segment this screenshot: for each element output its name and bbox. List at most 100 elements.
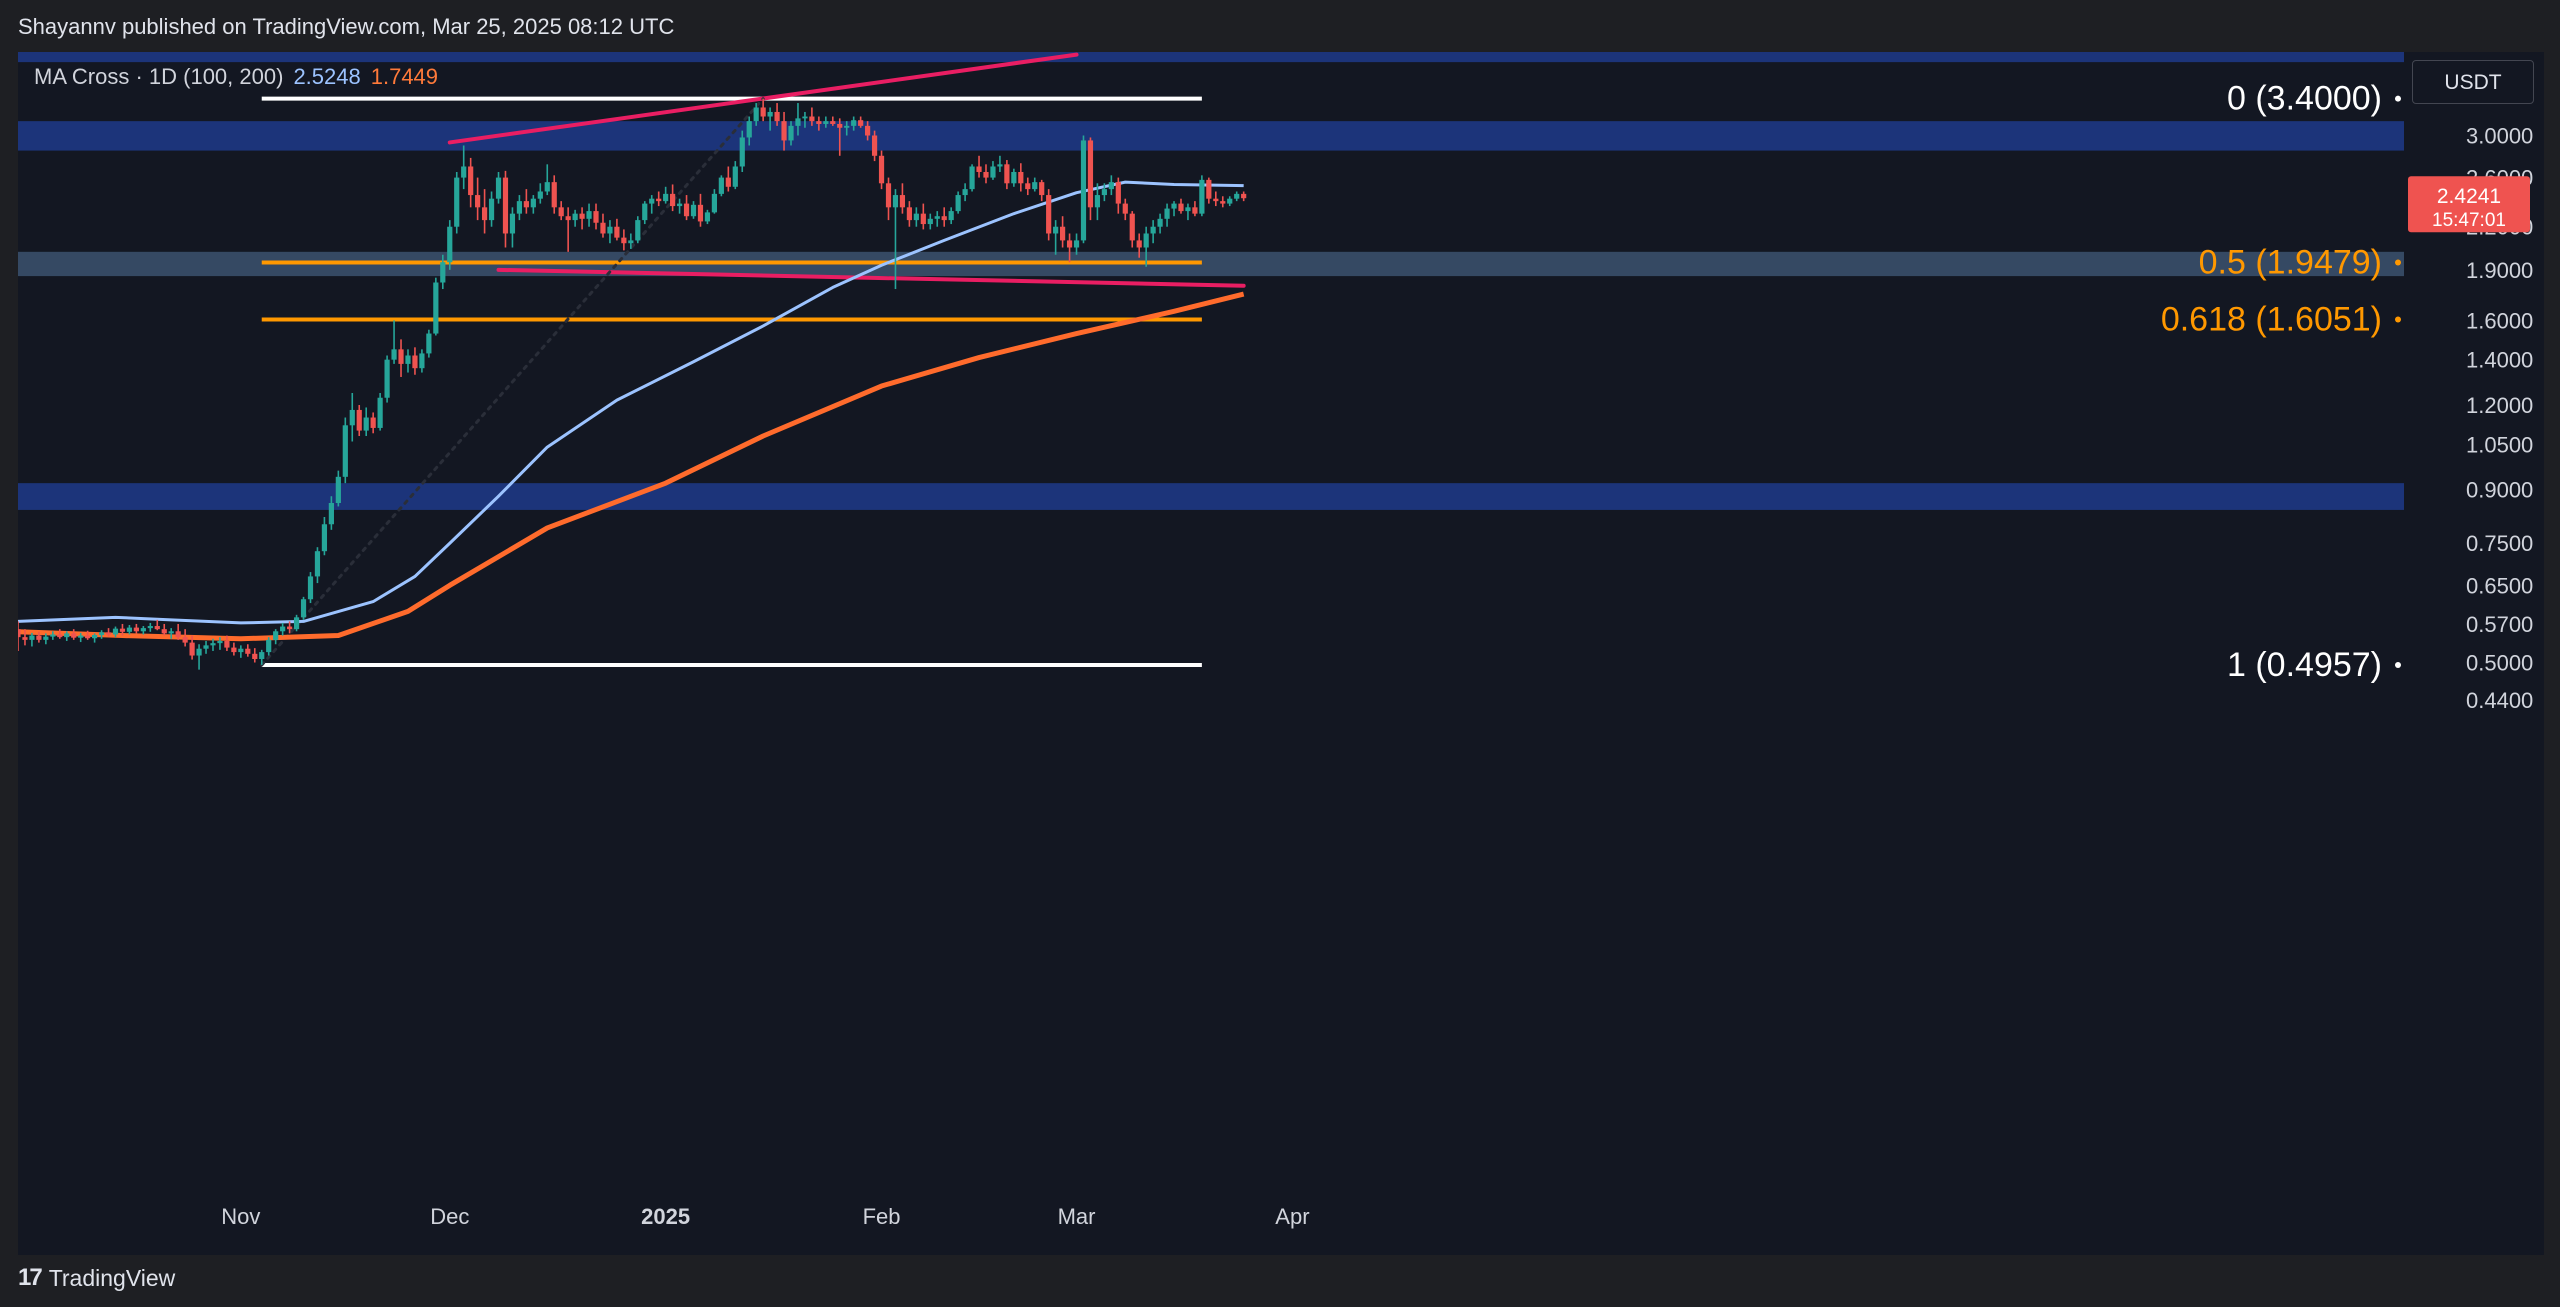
candle[interactable]: [927, 218, 933, 225]
candle[interactable]: [1185, 207, 1191, 212]
candle[interactable]: [858, 120, 864, 126]
candle[interactable]: [802, 116, 808, 119]
candle[interactable]: [1192, 207, 1198, 214]
candle[interactable]: [419, 353, 425, 369]
candle[interactable]: [976, 166, 982, 172]
candle[interactable]: [154, 626, 160, 630]
candle[interactable]: [29, 635, 35, 640]
candle[interactable]: [1234, 193, 1240, 199]
candle[interactable]: [133, 627, 139, 632]
candle[interactable]: [1066, 240, 1073, 248]
candle[interactable]: [1080, 140, 1087, 241]
candle[interactable]: [704, 212, 711, 222]
candle[interactable]: [885, 183, 892, 208]
candle[interactable]: [314, 551, 321, 577]
candle[interactable]: [962, 189, 968, 196]
candle[interactable]: [621, 237, 627, 244]
candle[interactable]: [119, 628, 126, 632]
candle[interactable]: [656, 198, 662, 202]
candle[interactable]: [92, 635, 98, 639]
candle[interactable]: [969, 166, 975, 190]
candle[interactable]: [328, 502, 334, 525]
candle[interactable]: [1073, 240, 1080, 248]
candle[interactable]: [57, 634, 63, 638]
candle[interactable]: [161, 629, 167, 634]
candle[interactable]: [1136, 240, 1142, 248]
candle[interactable]: [892, 195, 899, 208]
candle[interactable]: [1150, 226, 1156, 234]
candle[interactable]: [899, 195, 906, 208]
candle[interactable]: [760, 107, 766, 117]
candle[interactable]: [614, 226, 620, 238]
candle[interactable]: [1087, 140, 1094, 208]
candle[interactable]: [1206, 179, 1212, 199]
candle[interactable]: [1032, 182, 1038, 190]
indicator-legend[interactable]: MA Cross · 1D (100, 200) 2.5248 1.7449: [34, 64, 438, 90]
candle[interactable]: [697, 204, 704, 222]
candle[interactable]: [579, 213, 585, 219]
candle[interactable]: [349, 409, 355, 426]
candle[interactable]: [85, 635, 91, 639]
candle[interactable]: [941, 216, 947, 221]
candle[interactable]: [732, 166, 738, 187]
candle[interactable]: [649, 198, 655, 204]
candle[interactable]: [461, 166, 467, 178]
candle[interactable]: [147, 626, 153, 629]
chart-pane[interactable]: 0 (3.4000) 0.5 (1.9479) 0.618 (1.6051) 1 (0…: [18, 52, 2544, 1255]
candle[interactable]: [140, 628, 146, 632]
candle[interactable]: [245, 648, 251, 654]
currency-selector[interactable]: USDT: [2412, 60, 2534, 104]
candle[interactable]: [1241, 193, 1247, 199]
candle[interactable]: [983, 171, 989, 178]
candle[interactable]: [1157, 218, 1163, 227]
candle[interactable]: [711, 193, 717, 213]
candle[interactable]: [1053, 226, 1059, 234]
candle[interactable]: [440, 262, 446, 283]
candle[interactable]: [36, 635, 42, 640]
candle[interactable]: [259, 652, 265, 659]
candle[interactable]: [286, 626, 293, 630]
candle[interactable]: [551, 182, 557, 208]
candle[interactable]: [934, 216, 940, 219]
price-chart[interactable]: 0 (3.4000) 0.5 (1.9479) 0.618 (1.6051) 1 (0…: [18, 52, 2544, 1255]
candle[interactable]: [168, 631, 174, 634]
candle[interactable]: [78, 635, 84, 638]
candle[interactable]: [537, 191, 543, 199]
candle[interactable]: [377, 397, 383, 428]
candle[interactable]: [1171, 203, 1177, 209]
candle[interactable]: [878, 155, 885, 184]
candle[interactable]: [823, 121, 829, 124]
candle[interactable]: [363, 417, 369, 431]
candle[interactable]: [523, 201, 529, 208]
candle[interactable]: [502, 177, 509, 234]
candle[interactable]: [600, 222, 606, 234]
candle[interactable]: [98, 632, 105, 636]
candle[interactable]: [572, 213, 578, 221]
candle[interactable]: [767, 111, 773, 117]
candle[interactable]: [1025, 183, 1031, 190]
candle[interactable]: [593, 211, 599, 223]
candle[interactable]: [1060, 226, 1066, 241]
candle[interactable]: [224, 640, 230, 648]
candle[interactable]: [182, 637, 188, 643]
candle[interactable]: [22, 637, 28, 640]
candle[interactable]: [1011, 171, 1017, 184]
series-line-ma100[interactable]: [18, 180, 1244, 625]
candle[interactable]: [1108, 182, 1114, 190]
candle[interactable]: [475, 195, 481, 208]
candle[interactable]: [217, 640, 223, 644]
candle[interactable]: [196, 648, 202, 656]
candle[interactable]: [586, 211, 592, 219]
candle[interactable]: [335, 476, 341, 503]
candle[interactable]: [509, 213, 516, 234]
candle[interactable]: [293, 617, 300, 630]
candle[interactable]: [851, 120, 857, 126]
candle[interactable]: [126, 627, 133, 632]
candle[interactable]: [454, 177, 460, 227]
candle[interactable]: [112, 628, 119, 635]
candle[interactable]: [175, 631, 181, 638]
candle[interactable]: [990, 166, 996, 178]
candle[interactable]: [43, 636, 49, 640]
candle[interactable]: [516, 201, 523, 214]
candle[interactable]: [1122, 203, 1128, 214]
